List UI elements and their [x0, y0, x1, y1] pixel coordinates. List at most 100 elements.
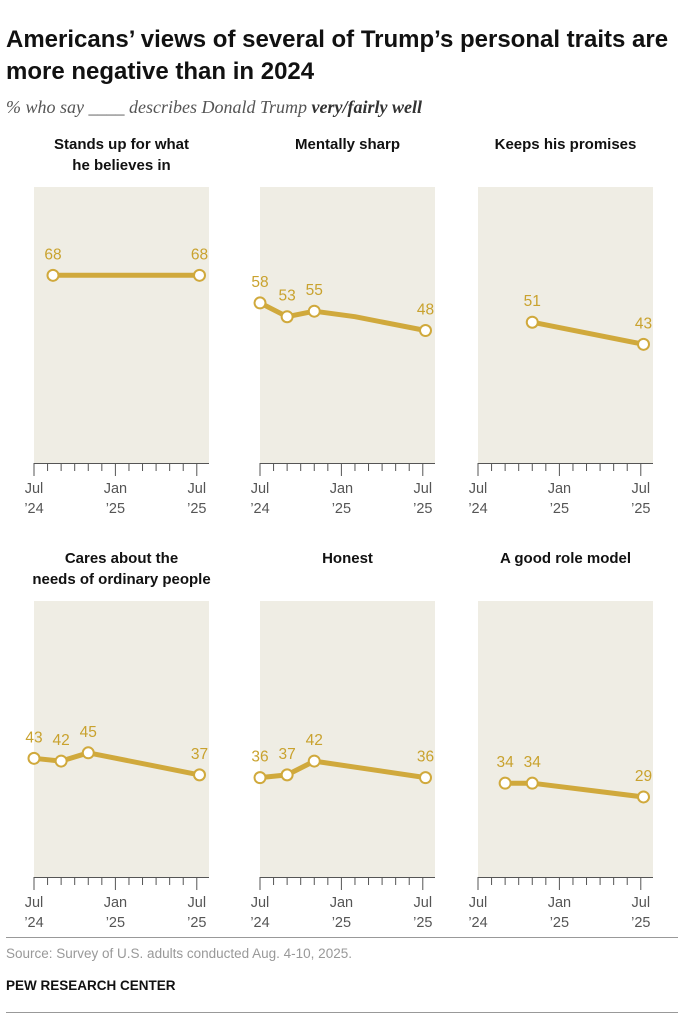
- data-point: [419, 324, 433, 338]
- panel-title-line: A good role model: [499, 550, 632, 567]
- data-point: [307, 754, 321, 768]
- data-label: 51: [524, 293, 541, 310]
- panel-title-line: needs of ordinary people: [32, 571, 211, 588]
- x-tick-sublabel: ’25: [631, 501, 650, 517]
- plot-background: [260, 601, 435, 877]
- data-label: 37: [279, 746, 296, 763]
- chart-subtitle: % who say ____ describes Donald Trump ve…: [6, 97, 678, 118]
- trait-line-chart: Jul ’24 Jan ’25 Jul ’25 36 37 42 36: [250, 601, 435, 931]
- trait-line-chart: Jul ’24 Jan ’25 Jul ’25 51 43: [468, 187, 653, 517]
- x-tick-label: Jul: [188, 481, 207, 497]
- data-label: 68: [191, 246, 208, 263]
- panel-title-line: Keeps his promises: [494, 136, 637, 153]
- data-label: 36: [251, 749, 268, 766]
- data-label: 43: [25, 729, 42, 746]
- data-point: [54, 754, 68, 768]
- x-tick-sublabel: ’25: [631, 915, 650, 931]
- panel-title: Honest: [248, 548, 448, 569]
- subtitle-blank: ____: [88, 97, 125, 117]
- x-tick-sublabel: ’25: [550, 915, 569, 931]
- data-point: [637, 337, 651, 351]
- data-point: [307, 304, 321, 318]
- data-point: [280, 310, 294, 324]
- x-tick-label: Jul: [251, 481, 270, 497]
- x-tick-sublabel: ’25: [413, 501, 432, 517]
- plot-background: [478, 601, 653, 877]
- x-tick-label: Jan: [548, 895, 571, 911]
- x-tick-label: Jan: [104, 895, 127, 911]
- plot-background: [478, 187, 653, 463]
- panel-title: Mentally sharp: [248, 134, 448, 155]
- data-label: 29: [635, 768, 652, 785]
- x-tick-sublabel: ’24: [250, 915, 269, 931]
- panel-title-line: Cares about the: [64, 550, 179, 567]
- plot-background: [34, 187, 209, 463]
- series-line: [31, 750, 202, 778]
- x-tick-label: Jul: [251, 895, 270, 911]
- footer-divider: [6, 1012, 678, 1013]
- x-tick-label: Jul: [25, 481, 44, 497]
- data-point: [81, 746, 95, 760]
- x-tick-label: Jul: [25, 895, 44, 911]
- data-point: [525, 776, 539, 790]
- x-tick-label: Jul: [414, 481, 433, 497]
- data-label: 45: [80, 724, 97, 741]
- x-tick-sublabel: ’24: [24, 501, 43, 517]
- panel-title: Stands up for what he believes in: [22, 134, 222, 176]
- source-divider: [6, 937, 678, 938]
- data-point: [280, 768, 294, 782]
- series-line: [257, 758, 428, 781]
- subtitle-prefix: % who say: [6, 97, 89, 117]
- x-tick-sublabel: ’25: [332, 915, 351, 931]
- data-label: 55: [306, 282, 323, 299]
- x-tick-sublabel: ’24: [468, 915, 487, 931]
- x-tick-sublabel: ’25: [106, 501, 125, 517]
- organization-name: PEW RESEARCH CENTER: [6, 978, 176, 993]
- x-tick-sublabel: ’25: [413, 915, 432, 931]
- source-note: Source: Survey of U.S. adults conducted …: [6, 946, 352, 961]
- chart-title: Americans’ views of several of Trump’s p…: [6, 26, 669, 85]
- data-point: [637, 790, 651, 804]
- subtitle-emphasis: very/fairly well: [311, 97, 422, 117]
- x-tick-label: Jan: [330, 895, 353, 911]
- panel-title-line: Stands up for what: [54, 136, 189, 153]
- x-tick-sublabel: ’25: [187, 501, 206, 517]
- data-label: 37: [191, 746, 208, 763]
- data-point: [193, 768, 207, 782]
- plot-background: [34, 601, 209, 877]
- data-label: 42: [53, 732, 70, 749]
- panel-title: Keeps his promises: [466, 134, 666, 155]
- trait-line-chart: Jul ’24 Jan ’25 Jul ’25 68 68: [24, 187, 209, 517]
- data-point: [193, 268, 207, 282]
- data-label: 42: [306, 732, 323, 749]
- trait-line-chart: Jul ’24 Jan ’25 Jul ’25 34 34 29: [468, 601, 653, 931]
- x-tick-label: Jul: [188, 895, 207, 911]
- x-tick-sublabel: ’25: [332, 501, 351, 517]
- x-tick-label: Jan: [104, 481, 127, 497]
- x-tick-sublabel: ’25: [106, 915, 125, 931]
- x-tick-label: Jul: [469, 481, 488, 497]
- data-label: 48: [417, 302, 434, 319]
- data-label: 34: [497, 754, 515, 771]
- data-point: [525, 315, 539, 329]
- data-point: [419, 771, 433, 785]
- panel-title: Cares about the needs of ordinary people: [22, 548, 222, 590]
- data-label: 58: [251, 274, 268, 291]
- panel-title-line: Honest: [322, 550, 373, 567]
- data-point: [46, 268, 60, 282]
- data-point: [253, 771, 267, 785]
- x-tick-sublabel: ’24: [468, 501, 487, 517]
- x-tick-label: Jan: [330, 481, 353, 497]
- series-line: [529, 319, 646, 347]
- panel-title: A good role model: [466, 548, 666, 569]
- x-tick-label: Jul: [469, 895, 488, 911]
- panel-title-line: Mentally sharp: [294, 136, 401, 153]
- x-tick-sublabel: ’25: [550, 501, 569, 517]
- x-tick-label: Jul: [632, 895, 651, 911]
- data-point: [27, 751, 41, 765]
- x-tick-sublabel: ’24: [250, 501, 269, 517]
- data-label: 68: [44, 246, 61, 263]
- data-point: [253, 296, 267, 310]
- x-tick-label: Jul: [414, 895, 433, 911]
- data-label: 53: [279, 288, 296, 305]
